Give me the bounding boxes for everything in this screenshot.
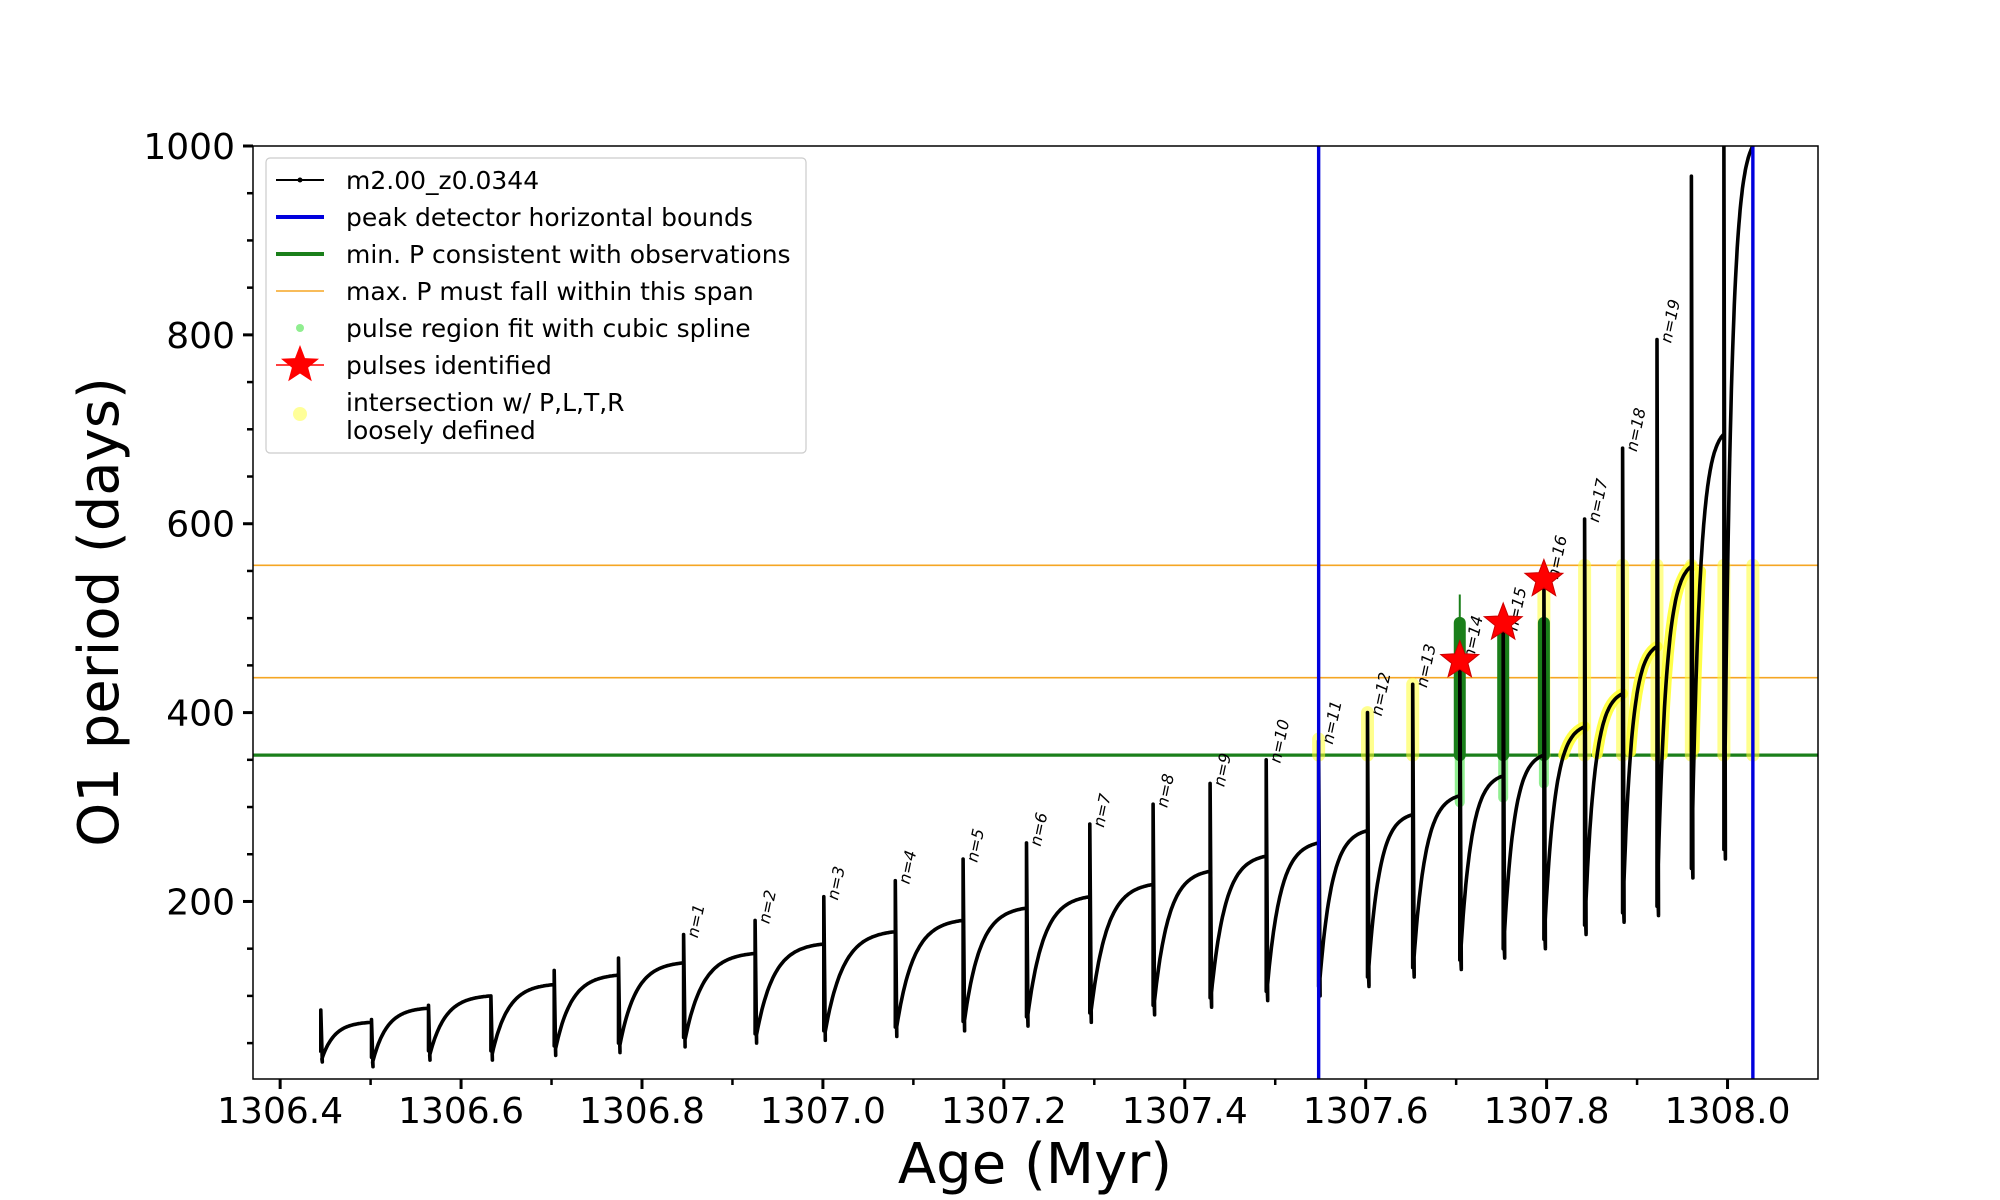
x-tick-label-3: 1306.8 (579, 1091, 705, 1132)
plot-frame (252, 145, 1819, 1080)
legend-box (265, 157, 807, 454)
pulse-label-10: n=10 (1266, 718, 1294, 765)
series-line-main (319, 146, 1755, 1069)
legend-label-3: min. P consistent with observations (346, 240, 791, 269)
legend-label-6: pulses identified (346, 351, 552, 380)
pulse-label-11: n=11 (1318, 699, 1346, 746)
x-tick-label-8: 1307.8 (1484, 1091, 1610, 1132)
x-axis-label: Age (Myr) (898, 1132, 1172, 1197)
y-tick-label-3: 600 (166, 505, 235, 546)
x-tick-label-2: 1306.6 (398, 1091, 524, 1132)
legend-label-5: pulse region fit with cubic spline (346, 314, 751, 343)
x-tick-label-4: 1307.0 (760, 1091, 886, 1132)
x-tick-label-1: 1306.4 (217, 1091, 343, 1132)
pulse-label-1: n=1 (683, 902, 709, 939)
pulse-label-18: n=18 (1622, 406, 1650, 453)
legend-label-4: max. P must fall within this span (346, 277, 754, 306)
pulse-label-2: n=2 (754, 888, 780, 925)
pulse-label-5: n=5 (962, 827, 988, 864)
legend-label-7-line-2: loosely defined (346, 416, 536, 445)
legend-label-1: m2.00_z0.0344 (346, 166, 539, 195)
legend-marker-5 (296, 324, 304, 332)
y-axis-label: O1 period (days) (67, 377, 132, 847)
pulse-label-19: n=19 (1656, 298, 1684, 345)
pulse-identified-star-3 (1523, 557, 1565, 597)
legend-marker-dot-1 (297, 177, 303, 183)
y-tick-label-4: 800 (166, 316, 235, 357)
pulse-label-7: n=7 (1089, 791, 1115, 829)
pulse-identified-star-2 (1482, 601, 1524, 641)
x-tick-label-6: 1307.4 (1122, 1091, 1248, 1132)
y-tick-label-2: 400 (166, 694, 235, 735)
x-tick-label-5: 1307.2 (941, 1091, 1067, 1132)
legend-marker-6 (281, 345, 319, 382)
y-tick-label-5: 1000 (143, 127, 235, 168)
pulse-label-3: n=3 (823, 865, 849, 902)
legend-label-7-line-1: intersection w/ P,L,T,R (346, 388, 625, 417)
pulse-label-8: n=8 (1152, 772, 1178, 809)
pulse-identified-star-1 (1439, 639, 1481, 678)
pulse-label-17: n=17 (1584, 476, 1612, 524)
pulse-label-4: n=4 (895, 849, 921, 886)
y-tick-label-1: 200 (166, 882, 235, 923)
x-tick-label-9: 1308.0 (1665, 1091, 1791, 1132)
legend-marker-7 (293, 407, 307, 421)
pulse-label-13: n=13 (1412, 642, 1440, 689)
legend-label-2: peak detector horizontal bounds (346, 203, 753, 232)
pulse-label-6: n=6 (1026, 811, 1052, 848)
x-tick-label-7: 1307.6 (1303, 1091, 1429, 1132)
pulse-label-9: n=9 (1209, 751, 1235, 788)
